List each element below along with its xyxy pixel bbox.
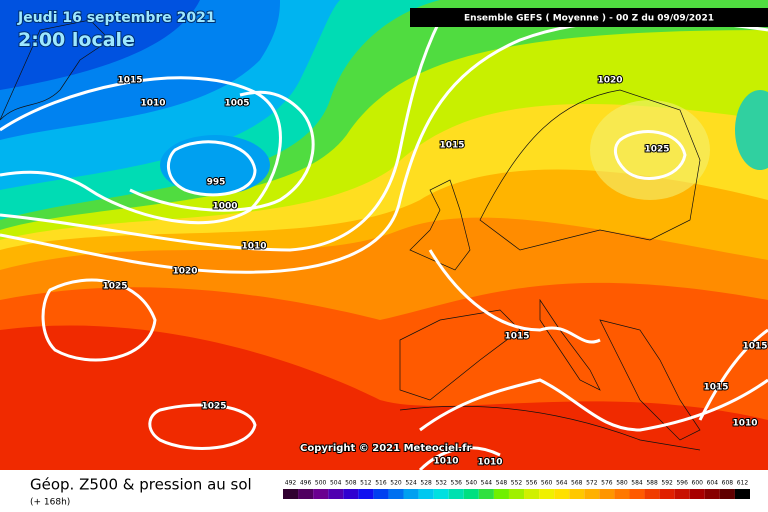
isobar-label: 1010 — [732, 419, 757, 429]
scale-swatch — [448, 489, 464, 499]
isobar-label: 1015 — [117, 76, 142, 86]
scale-swatch — [599, 489, 615, 499]
scale-swatch — [569, 489, 585, 499]
scale-label: 580 — [616, 480, 628, 487]
scale-swatch — [674, 489, 690, 499]
scale-label: 544 — [481, 480, 493, 487]
scale-swatch — [524, 489, 540, 499]
scale-label: 496 — [300, 480, 312, 487]
scale-swatch — [298, 489, 314, 499]
color-scale: 492 496 500 504 508 512 516 520 524 528 532 536 540 5… — [283, 480, 750, 499]
scale-label: 584 — [631, 480, 643, 487]
scale-swatch — [418, 489, 434, 499]
geopotential-field — [0, 0, 768, 470]
scale-label: 592 — [661, 480, 673, 487]
scale-label: 576 — [601, 480, 613, 487]
isobar-label: 1010 — [140, 99, 165, 109]
scale-swatch — [313, 489, 329, 499]
isobar-label: 1020 — [597, 76, 622, 86]
scale-label: 520 — [390, 480, 402, 487]
coastlines — [0, 19, 701, 451]
scale-swatch — [403, 489, 419, 499]
copyright: Copyright © 2021 Meteociel.fr — [300, 443, 471, 454]
scale-label: 492 — [285, 480, 297, 487]
scale-swatch — [328, 489, 344, 499]
scale-swatch — [719, 489, 735, 499]
isobar-label: 1015 — [703, 383, 728, 393]
isobar-label: 995 — [207, 178, 226, 188]
scale-label: 608 — [722, 480, 734, 487]
scale-swatch — [689, 489, 705, 499]
isobar-label: 1010 — [433, 457, 458, 467]
scale-swatch — [508, 489, 525, 499]
scale-swatch — [373, 489, 389, 499]
isobar-label: 1015 — [439, 141, 464, 151]
scale-label: 540 — [466, 480, 478, 487]
isobar-label: 1010 — [477, 458, 502, 468]
scale-swatch — [388, 489, 404, 499]
scale-label: 528 — [420, 480, 432, 487]
scale-swatch — [614, 489, 630, 499]
isobar-label: 1015 — [504, 332, 529, 342]
isobar-label: 1025 — [644, 145, 669, 155]
scale-label: 600 — [692, 480, 704, 487]
scale-swatch — [734, 489, 750, 499]
scale-swatch — [283, 489, 299, 499]
isobar-label: 1005 — [224, 99, 249, 109]
scale-swatch — [644, 489, 660, 499]
scale-label: 560 — [541, 480, 553, 487]
scale-label: 500 — [315, 480, 327, 487]
scale-label: 604 — [707, 480, 719, 487]
scale-label: 588 — [646, 480, 658, 487]
scale-swatch — [463, 489, 479, 499]
scale-label: 516 — [375, 480, 387, 487]
forecast-date: Jeudi 16 septembre 2021 — [17, 10, 216, 26]
isobar-labels: 1015 1010 1005 995 1000 1010 1020 1025 1025 1015 1… — [101, 75, 768, 469]
isobar-label: 1010 — [241, 242, 266, 252]
scale-swatch — [539, 489, 555, 499]
scale-label: 612 — [737, 480, 749, 487]
footer-title: Géop. Z500 & pression au sol — [30, 476, 252, 494]
scale-swatch — [433, 489, 449, 499]
scale-label: 524 — [405, 480, 417, 487]
scale-swatch — [704, 489, 720, 499]
forecast-time: 2:00 locale — [18, 29, 135, 51]
scale-swatch — [478, 489, 494, 499]
scale-label: 512 — [360, 480, 372, 487]
isobar-label: 1015 — [742, 342, 767, 352]
scale-swatch — [343, 489, 359, 499]
scale-label: 564 — [556, 480, 568, 487]
scale-label: 552 — [511, 480, 523, 487]
run-box — [410, 8, 768, 27]
footer-lead: (+ 168h) — [30, 498, 70, 508]
scale-label: 504 — [330, 480, 342, 487]
scale-label: 572 — [586, 480, 598, 487]
scale-swatch — [358, 489, 374, 499]
scale-label: 568 — [571, 480, 583, 487]
run-info: Ensemble GEFS ( Moyenne ) - 00 Z du 09/0… — [464, 14, 714, 24]
scale-swatch — [554, 489, 570, 499]
isobar-label: 1025 — [201, 402, 226, 412]
scale-label: 548 — [496, 480, 508, 487]
isobar-label: 1000 — [212, 202, 237, 212]
scale-label: 532 — [435, 480, 447, 487]
scale-label: 536 — [451, 480, 463, 487]
isobars — [0, 18, 768, 472]
scale-swatch — [659, 489, 675, 499]
scale-swatch — [493, 489, 509, 499]
scale-label: 596 — [676, 480, 688, 487]
scale-label: 508 — [345, 480, 357, 487]
scale-label: 556 — [526, 480, 538, 487]
scale-swatch — [584, 489, 600, 499]
isobar-label: 1020 — [172, 267, 197, 277]
isobar-label: 1025 — [102, 282, 127, 292]
scale-swatch — [629, 489, 645, 499]
